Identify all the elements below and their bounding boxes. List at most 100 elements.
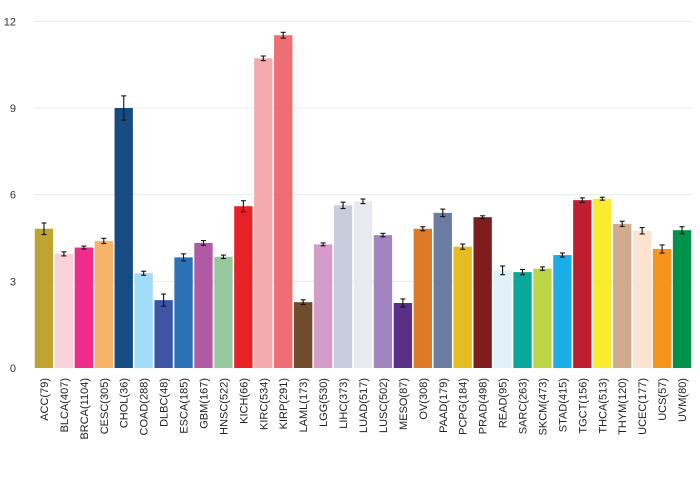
bar-sarc: [513, 272, 532, 368]
error-bar: [320, 242, 326, 247]
x-tick-label: LUAD(517): [358, 378, 370, 433]
bar-luad: [353, 201, 373, 368]
y-tick-label: 12: [4, 16, 16, 28]
bars: [34, 35, 692, 369]
error-bar: [539, 266, 545, 271]
bar-dlbc: [154, 300, 173, 368]
bar-lusc: [373, 235, 393, 368]
error-bar: [220, 254, 226, 260]
bar-lgg: [313, 244, 333, 368]
bar-coad: [134, 273, 153, 368]
x-tick-label: LAML(173): [298, 378, 310, 432]
error-bar: [360, 198, 366, 205]
error-bar: [460, 243, 466, 250]
y-tick-label: 9: [10, 103, 16, 115]
error-bar: [300, 299, 306, 305]
error-bars: [41, 31, 685, 308]
error-bar: [679, 226, 685, 235]
error-bar: [121, 95, 127, 121]
y-axis-ticks: 0 3 6 9 12: [4, 16, 16, 375]
y-tick-label: 6: [10, 190, 16, 202]
bar-ucs: [652, 248, 672, 368]
bar-brca: [74, 247, 94, 368]
bar-kich: [234, 206, 253, 368]
error-bar: [280, 31, 286, 39]
bar-acc: [34, 228, 54, 368]
bar-stad: [553, 255, 572, 368]
x-tick-label: SARC(263): [518, 378, 530, 434]
bar-kirp: [274, 35, 293, 368]
error-bar: [619, 220, 625, 227]
bar-thca: [593, 198, 612, 368]
bar-blca: [54, 253, 74, 368]
error-bar: [61, 251, 67, 257]
x-tick-label: LGG(530): [318, 378, 330, 427]
x-tick-label: HNSC(522): [218, 378, 230, 435]
error-bar: [480, 215, 486, 220]
bar-read: [493, 270, 512, 368]
x-tick-label: CESC(305): [99, 378, 111, 434]
y-tick-label: 0: [10, 363, 16, 375]
x-tick-label: PAAD(179): [438, 378, 450, 433]
x-tick-label: COAD(288): [139, 378, 151, 435]
bar-laml: [294, 302, 313, 368]
error-bar: [240, 200, 246, 213]
x-tick-label: ACC(79): [39, 378, 51, 421]
x-tick-label: KIRP(291): [278, 378, 290, 429]
error-bar: [260, 55, 266, 62]
x-tick-label: CHOL(36): [119, 378, 131, 428]
x-tick-label: ESCA(185): [179, 378, 191, 434]
bar-meso: [393, 303, 413, 368]
error-bar: [440, 208, 446, 218]
error-bar: [559, 252, 565, 258]
x-tick-label: GBM(167): [198, 378, 210, 429]
bar-pcpg: [453, 246, 472, 368]
x-axis-labels: ACC(79) BLCA(407) BRCA(1104) CESC(305) CHOL(…: [39, 378, 689, 440]
error-bar: [400, 298, 406, 308]
bar-esca: [174, 257, 193, 368]
x-tick-label: THYM(120): [617, 378, 629, 435]
bar-gbm: [194, 242, 213, 368]
bar-tgct: [573, 200, 592, 368]
error-bar: [41, 222, 47, 236]
x-tick-label: READ(95): [498, 378, 510, 428]
x-tick-label: PCPG(184): [458, 378, 470, 435]
x-tick-label: OV(308): [418, 378, 430, 420]
x-tick-label: LUSC(502): [378, 378, 390, 433]
error-bar: [200, 240, 206, 246]
bar-ov: [413, 228, 432, 368]
y-tick-label: 3: [10, 276, 16, 288]
bar-prad: [473, 217, 492, 368]
bar-kirc: [254, 58, 273, 369]
bar-thym: [613, 223, 632, 368]
x-tick-label: STAD(415): [557, 378, 569, 432]
x-tick-label: DLBC(48): [159, 378, 171, 427]
error-bar: [181, 253, 187, 262]
x-tick-label: UCEC(177): [637, 378, 649, 435]
x-tick-label: KIRC(534): [258, 378, 270, 430]
bar-cesc: [94, 240, 113, 368]
bar-skcm: [533, 268, 552, 368]
error-bar: [500, 265, 506, 276]
x-tick-label: UVM(80): [677, 378, 689, 422]
error-bar: [141, 270, 147, 276]
bar-lihc: [333, 205, 353, 368]
x-tick-label: THCA(513): [597, 378, 609, 434]
x-tick-label: PRAD(498): [478, 378, 490, 434]
x-tick-label: UCS(57): [657, 378, 669, 421]
bar-hnsc: [214, 256, 233, 368]
x-tick-label: BLCA(407): [59, 378, 71, 432]
error-bar: [161, 293, 167, 307]
bar-paad: [433, 212, 452, 368]
error-bar: [520, 268, 526, 276]
error-bar: [101, 237, 107, 245]
x-tick-label: TGCT(156): [577, 378, 589, 434]
bar-chol: [114, 108, 133, 368]
error-bar: [340, 201, 346, 210]
bar-ucec: [632, 230, 652, 368]
error-bar: [380, 232, 386, 238]
error-bar: [599, 196, 605, 201]
error-bar: [81, 245, 87, 250]
